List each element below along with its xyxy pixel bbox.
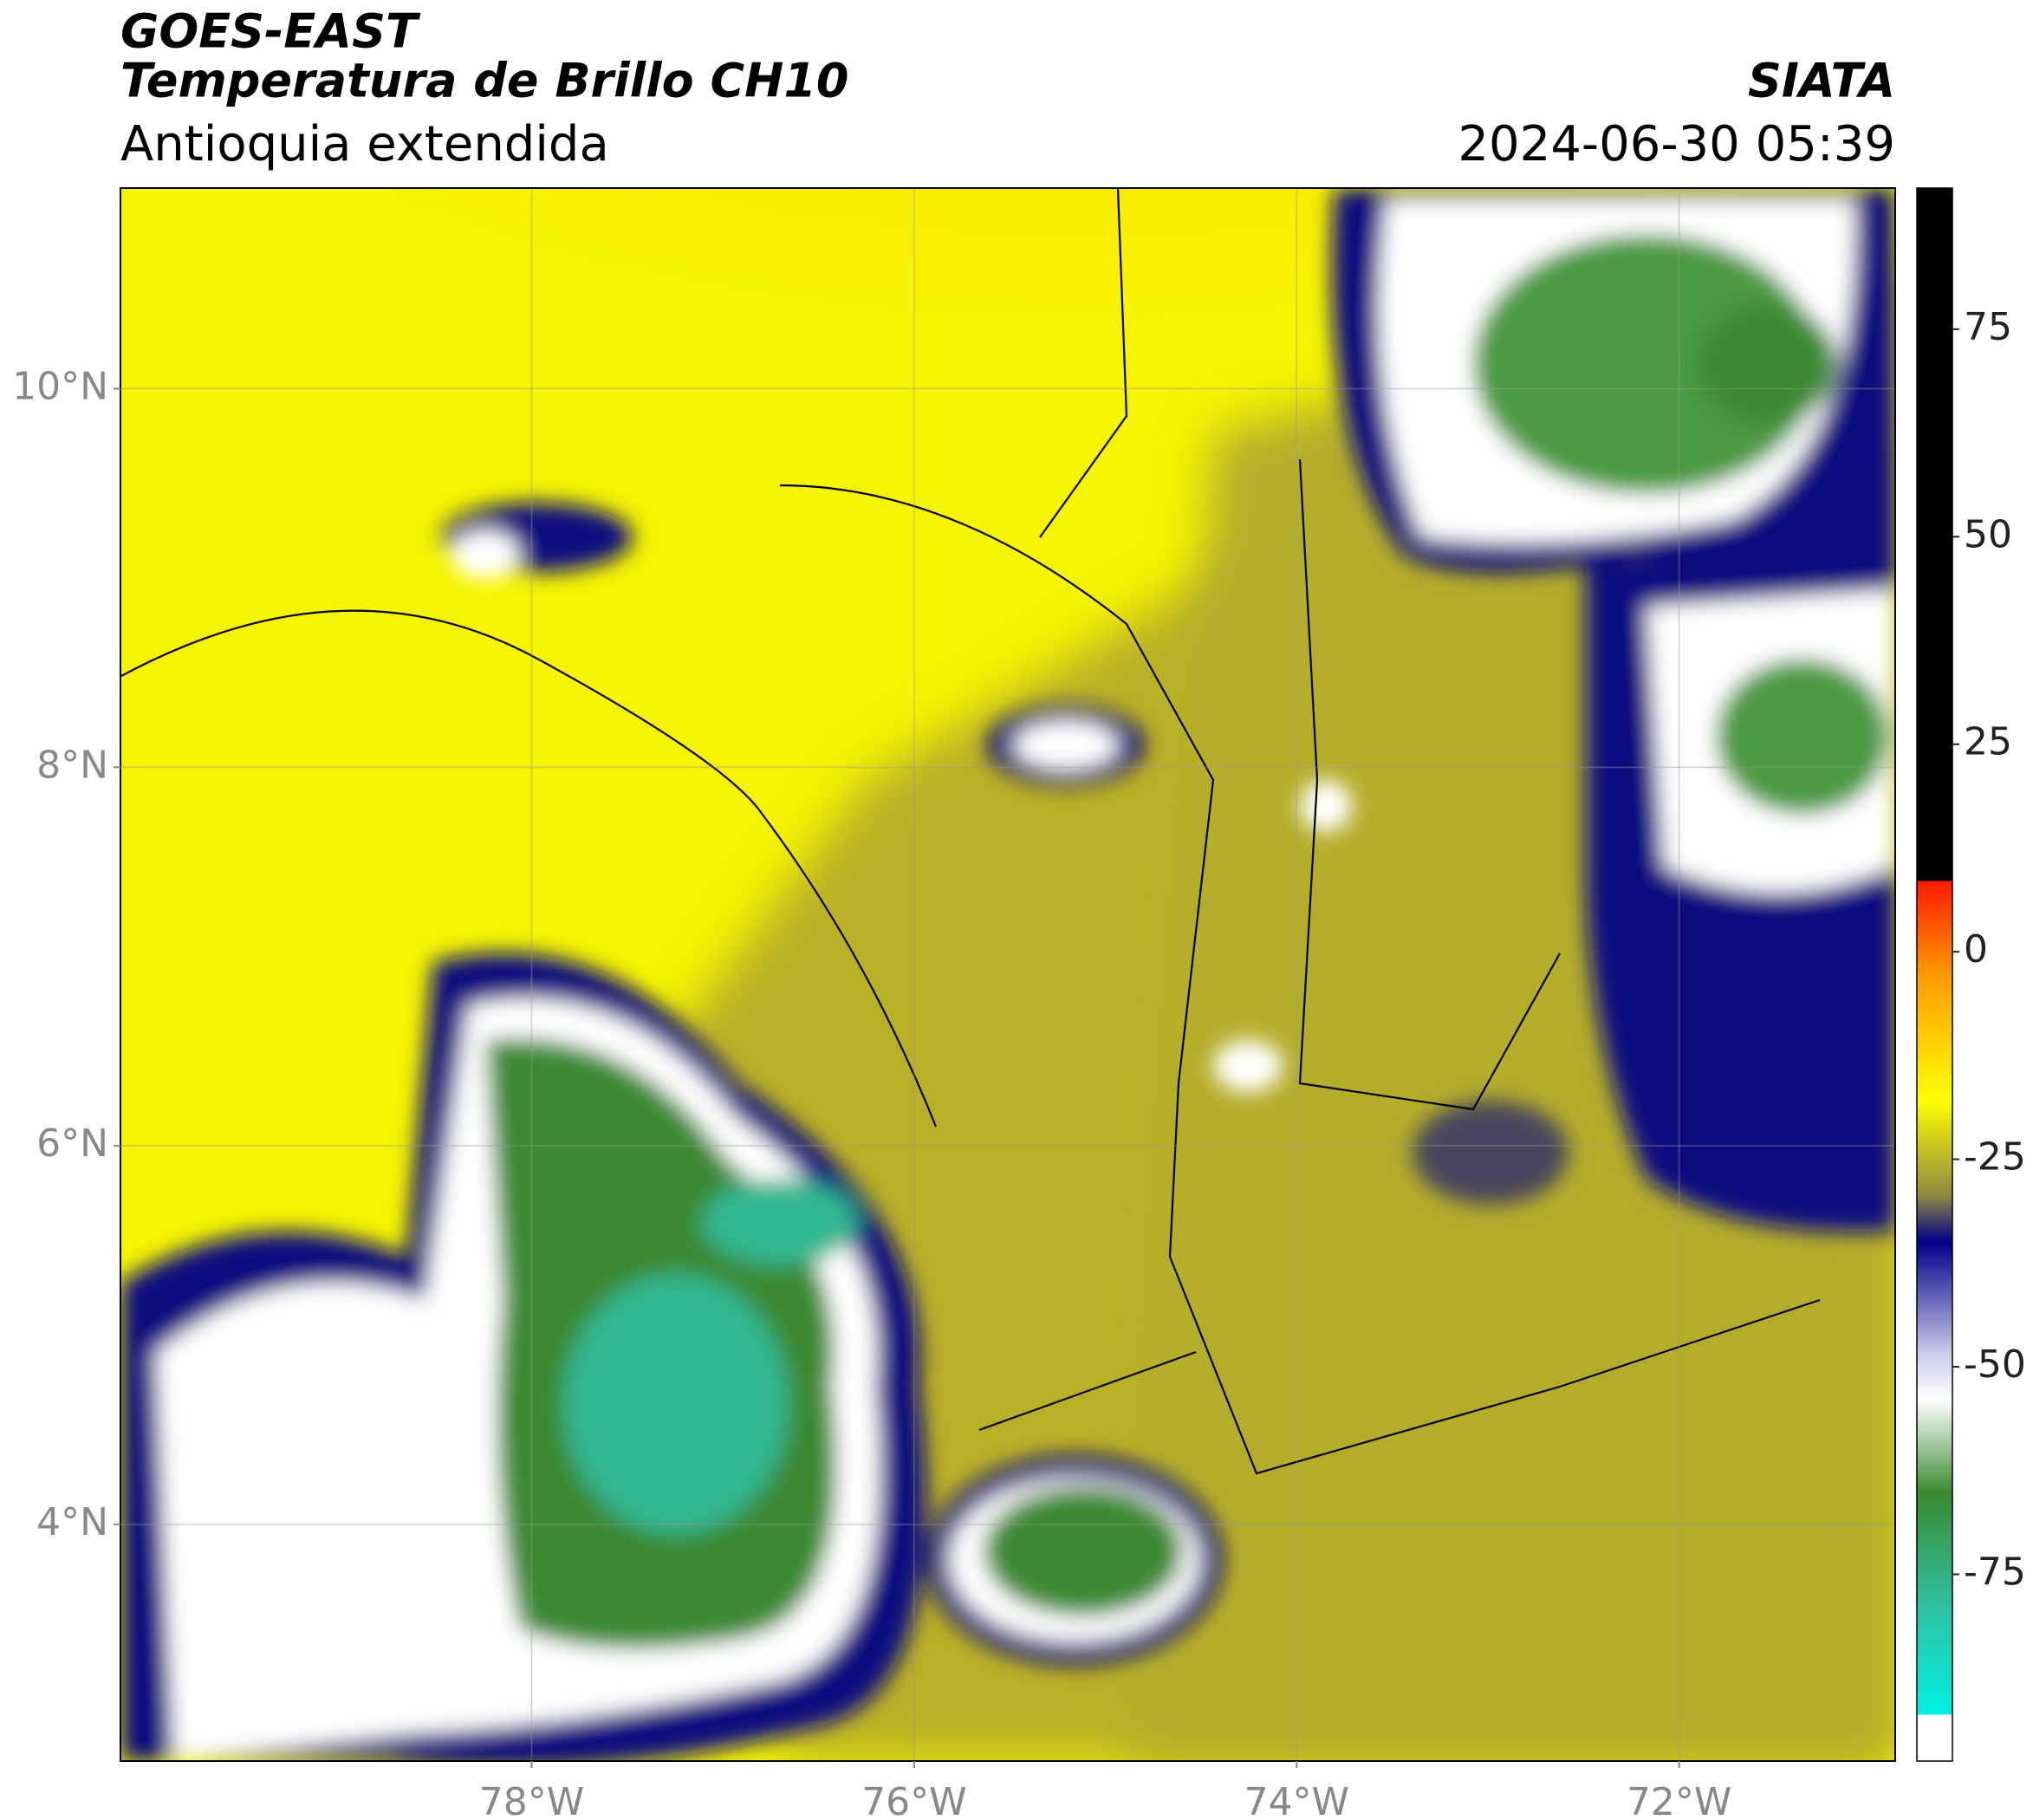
datetime: 2024-06-30 05:39 [1458,116,1895,172]
colorbar-tick-label: -25 [1964,1135,2026,1180]
x-tick-label: 76°W [861,1780,967,1820]
map-frame [120,187,1896,1762]
x-tick-label: 74°W [1244,1780,1349,1820]
satellite-image [120,188,1895,1761]
colorbar-tick-label: 50 [1964,512,2012,556]
x-tick-label: 72°W [1627,1780,1732,1820]
title: GOES-EAST [120,4,421,59]
colorbar-tick-label: 25 [1964,720,2012,764]
colorbar-tick-label: 75 [1964,305,2012,349]
y-tick-label: 4°N [36,1500,108,1544]
colorbar-tick-label: 0 [1964,927,1988,972]
colorbar-tick-label: -50 [1964,1342,2026,1387]
colorbar [1916,187,1953,1762]
x-tick-label: 78°W [479,1780,585,1820]
colorbar-tick-label: -75 [1964,1550,2026,1594]
y-tick-label: 10°N [12,365,108,409]
y-tick-label: 8°N [36,743,108,787]
subtitle: Temperatura de Brillo CH10 [120,54,849,108]
source: SIATA [1748,54,1895,108]
y-tick-label: 6°N [36,1121,108,1166]
region: Antioquia extendida [120,116,609,172]
